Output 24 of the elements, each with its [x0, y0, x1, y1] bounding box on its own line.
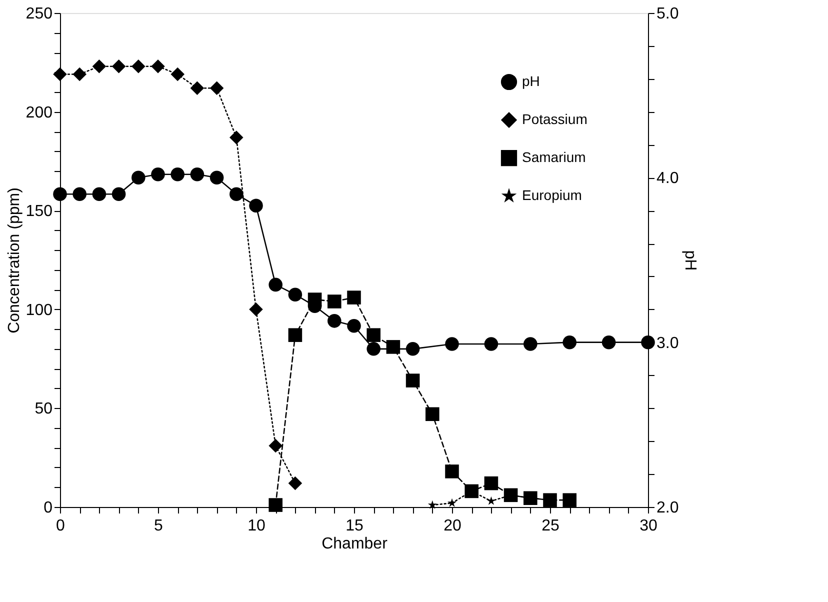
- y-tick-label: 200: [26, 104, 53, 122]
- x-tick-label: 25: [542, 518, 560, 534]
- legend-label: Potassium: [522, 111, 588, 127]
- y2-tick-label: 2.0: [656, 500, 679, 516]
- y-tick-label: 150: [26, 203, 53, 220]
- legend-label: pH: [522, 73, 540, 89]
- y-tick-label: 100: [26, 302, 53, 319]
- x-tick-label: 0: [56, 518, 66, 534]
- x-tick-label: 15: [346, 518, 364, 534]
- y-tick-label: 0: [44, 500, 53, 516]
- y-tick-label: 50: [34, 400, 53, 418]
- y-tick-label: 250: [26, 6, 53, 22]
- legend-label: Samarium: [522, 149, 586, 165]
- y2-tick-label: 3.0: [656, 334, 679, 352]
- x-tick-label: 20: [444, 518, 462, 534]
- y2-tick-label: 4.0: [656, 170, 679, 188]
- y2-axis-title: pH: [682, 250, 699, 271]
- y-axis-title: Concentration (ppm): [6, 188, 23, 334]
- y2-tick-label: 5.0: [656, 6, 679, 22]
- x-tick-label: 5: [154, 518, 164, 534]
- x-axis-title: Chamber: [322, 536, 388, 552]
- x-tick-label: 10: [248, 518, 266, 534]
- x-tick-label: 30: [640, 518, 658, 534]
- legend-label: Europium: [522, 187, 582, 203]
